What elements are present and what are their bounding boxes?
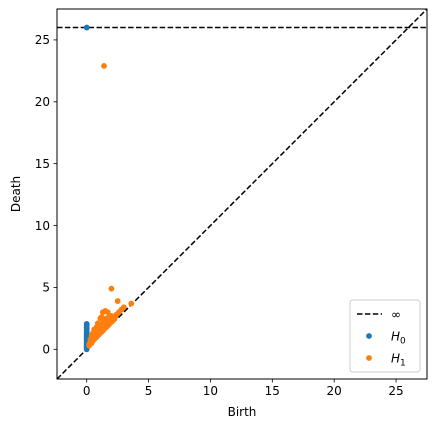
- point-h1: [101, 63, 107, 69]
- legend-h0-marker: [366, 333, 372, 339]
- legend-infinity-label: ∞: [391, 308, 401, 322]
- x-axis-ticks: 0 5 10 15 20 25: [83, 379, 404, 398]
- y-tick-label: 15: [35, 157, 50, 171]
- reference-lines: [57, 9, 427, 379]
- y-axis-ticks: 0 5 10 15 20 25: [35, 33, 57, 357]
- x-tick-label: 10: [203, 384, 218, 398]
- point-h1: [98, 314, 105, 321]
- point-h0: [83, 24, 90, 31]
- legend-box: [349, 299, 421, 373]
- y-tick-label: 5: [42, 281, 50, 295]
- point-h1: [120, 304, 127, 311]
- x-tick-label: 25: [388, 384, 403, 398]
- y-tick-label: 10: [35, 219, 50, 233]
- point-h1: [128, 300, 135, 307]
- x-tick-label: 5: [145, 384, 153, 398]
- point-h1: [94, 320, 101, 327]
- point-h1: [108, 285, 115, 292]
- y-tick-label: 20: [35, 95, 50, 109]
- point-h1: [99, 309, 106, 316]
- data-points: [83, 24, 135, 353]
- x-tick-label: 20: [327, 384, 342, 398]
- point-h1: [91, 336, 98, 343]
- plot-frame: [56, 8, 428, 380]
- x-axis-label: Birth: [228, 405, 257, 419]
- y-tick-label: 0: [42, 343, 50, 357]
- y-axis-label: Death: [9, 176, 23, 212]
- point-h0: [83, 321, 90, 327]
- point-h1: [114, 298, 121, 304]
- point-h1: [111, 316, 117, 323]
- diagonal-line: [57, 9, 427, 379]
- legend-h1-marker: [366, 355, 372, 361]
- point-h1: [115, 309, 122, 316]
- point-h1: [104, 309, 111, 316]
- point-h1: [106, 314, 112, 321]
- point-h1: [102, 317, 109, 324]
- y-tick-label: 25: [35, 33, 50, 47]
- x-tick-label: 15: [265, 384, 280, 398]
- x-tick-label: 0: [83, 384, 91, 398]
- point-h1: [86, 342, 93, 349]
